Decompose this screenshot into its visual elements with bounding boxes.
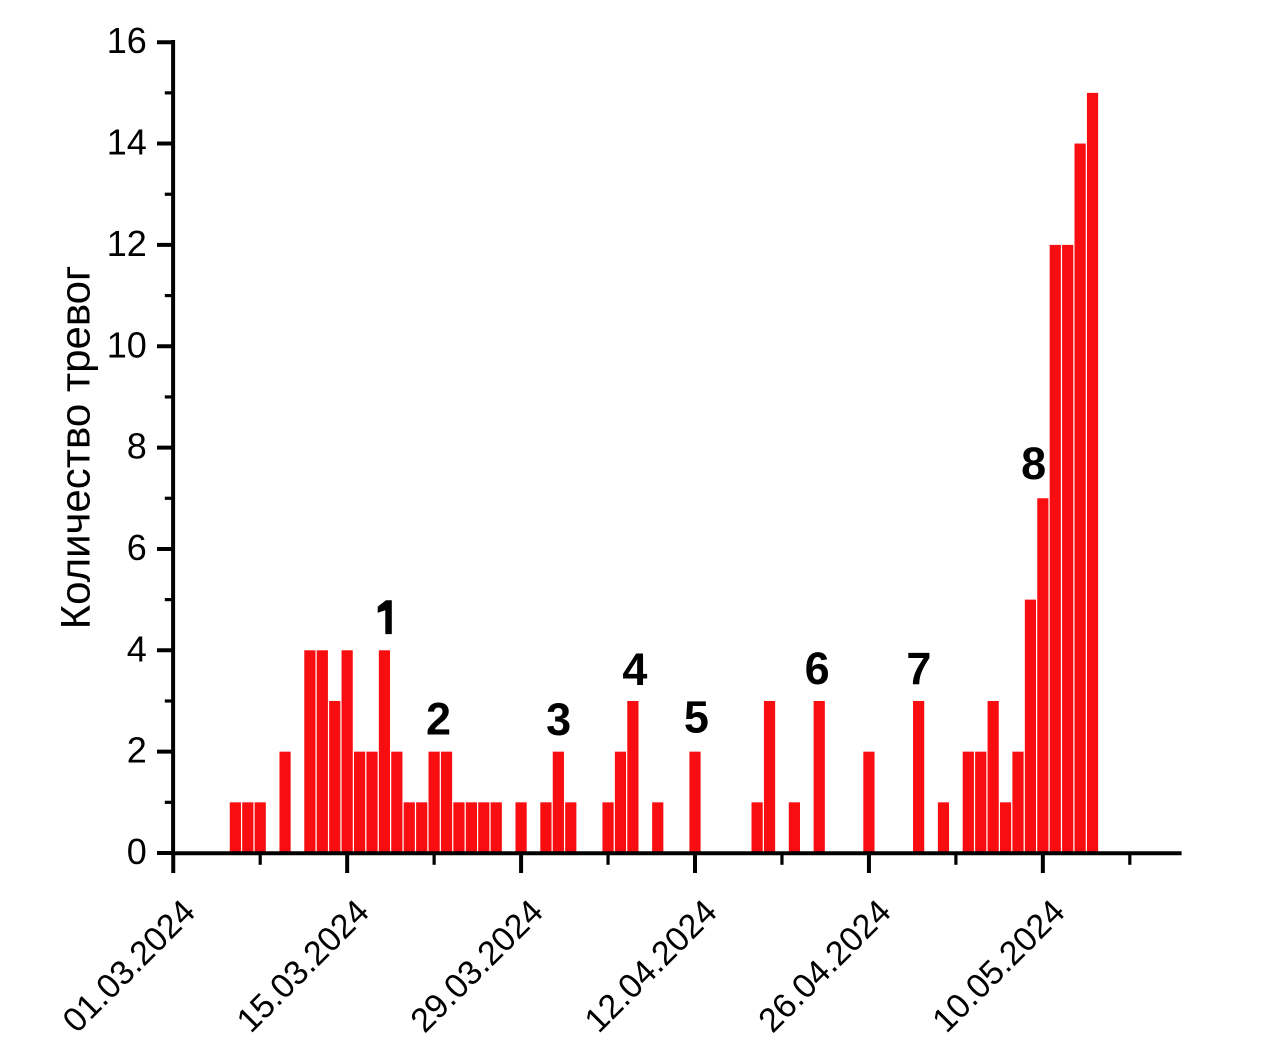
- svg-text:3: 3: [546, 694, 571, 745]
- svg-text:4: 4: [622, 644, 647, 695]
- svg-text:4: 4: [127, 628, 147, 669]
- svg-text:6: 6: [127, 527, 147, 568]
- svg-text:10: 10: [107, 324, 147, 365]
- svg-text:14: 14: [107, 122, 147, 163]
- svg-text:2: 2: [426, 693, 451, 744]
- svg-text:8: 8: [127, 426, 147, 467]
- svg-text:7: 7: [906, 643, 931, 694]
- svg-text:0: 0: [127, 831, 147, 872]
- svg-text:16: 16: [107, 20, 147, 61]
- svg-text:2: 2: [127, 730, 147, 771]
- svg-text:12: 12: [107, 223, 147, 264]
- svg-text:Количество тревог: Количество тревог: [52, 266, 99, 630]
- svg-text:6: 6: [805, 643, 830, 694]
- svg-text:8: 8: [1021, 438, 1046, 489]
- svg-text:5: 5: [684, 692, 709, 743]
